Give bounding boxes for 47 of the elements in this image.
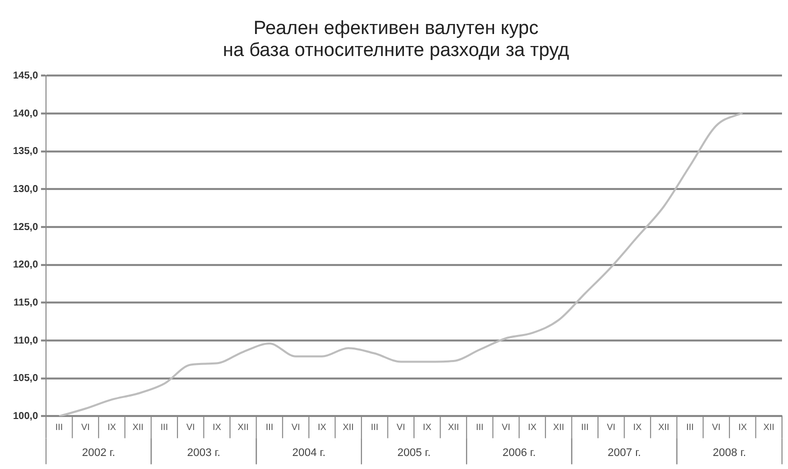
text: 2002 г.	[82, 447, 116, 460]
x-tick-label: IX	[528, 422, 537, 432]
x-tick-label: XII	[238, 422, 249, 432]
y-tick-label: 135,0	[12, 146, 38, 158]
line-series	[58, 112, 744, 416]
y-tick-label: 110,0	[14, 335, 38, 346]
y-tick-label: 130,0	[12, 184, 38, 195]
x-tick-label: VI	[606, 422, 616, 432]
text: 2003 г.	[187, 447, 220, 460]
x-tick-label: III	[370, 422, 378, 432]
x-tick-label: III	[55, 422, 63, 432]
x-tick-label: IX	[212, 422, 222, 432]
x-tick-label: XII	[448, 422, 459, 432]
y-tick-label: 100,0	[12, 410, 38, 422]
text: 2005 г.	[397, 447, 431, 460]
y-tick-label: 120,0	[12, 260, 38, 271]
x-tick-label: VI	[502, 422, 510, 432]
x-tick-label: VI	[396, 422, 406, 432]
y-tick-label: 125,0	[12, 222, 38, 233]
x-tick-label: IX	[738, 422, 747, 432]
y-tick-label: 105,0	[12, 373, 38, 384]
x-tick-label: XII	[658, 422, 670, 432]
x-tick-label: III	[581, 422, 589, 432]
text: 2004 г.	[292, 447, 326, 460]
x-tick-label: VI	[186, 422, 195, 432]
x-tick-label: III	[160, 422, 168, 432]
x-tick-label: VI	[81, 422, 90, 432]
chart-title: Реален ефективен валутен курс на база относителните разходи за труд	[222, 18, 570, 62]
x-tick-label: XII	[763, 422, 774, 432]
x-tick-label: XII	[553, 422, 564, 432]
x-tick-label: III	[476, 422, 484, 432]
x-tick-label: III	[686, 422, 694, 432]
x-tick-label: IX	[633, 422, 642, 432]
x-tick-label: III	[266, 422, 274, 432]
x-tick-label: VI	[712, 422, 721, 432]
y-tick-label: 145,0	[12, 70, 38, 82]
y-tick-label: 140,0	[12, 108, 38, 120]
x-tick-label: XII	[132, 422, 144, 432]
x-tick-label: VI	[291, 422, 300, 432]
text: 2006 г.	[502, 447, 536, 460]
y-tick-label: 115,0	[14, 297, 38, 308]
x-tick-label: IX	[107, 422, 116, 432]
x-tick-label: IX	[318, 422, 326, 432]
x-tick-label: XII	[342, 422, 354, 432]
x-tick-label: IX	[422, 422, 432, 432]
text: 2007 г.	[608, 447, 641, 460]
text: 2008 г.	[712, 447, 746, 460]
